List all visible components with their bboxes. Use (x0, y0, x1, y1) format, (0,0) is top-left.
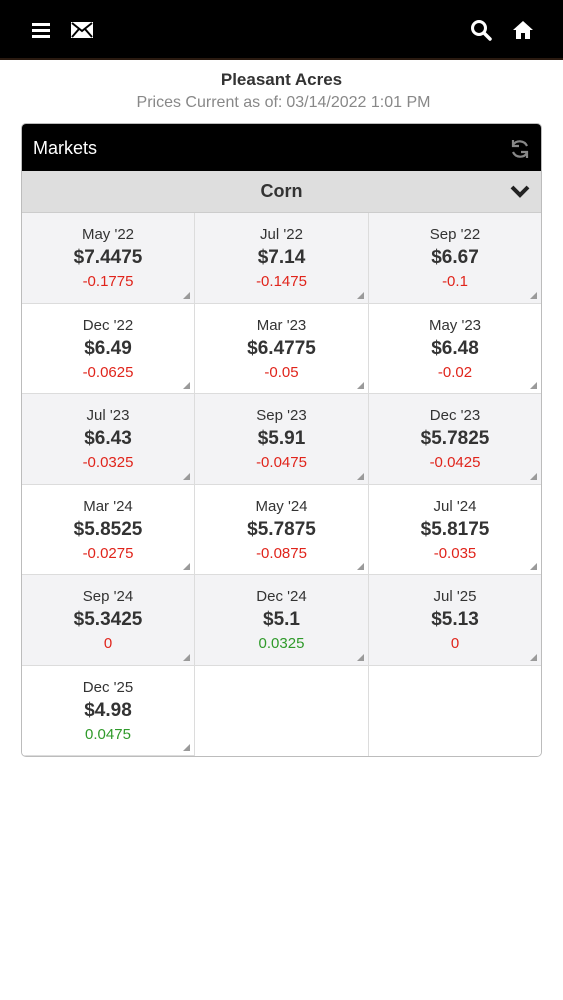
contract-cell[interactable]: Jul '24 $5.8175 -0.035 (369, 484, 541, 575)
contract-cell[interactable]: May '24 $5.7875 -0.0875 (195, 484, 369, 575)
prices-timestamp: Prices Current as of: 03/14/2022 1:01 PM (0, 94, 563, 112)
location-name: Pleasant Acres (220, 70, 343, 89)
contract-cell[interactable]: Sep '22 $6.67 -0.1 (369, 213, 541, 304)
contract-cell[interactable]: May '23 $6.48 -0.02 (369, 303, 541, 394)
contract-cell[interactable]: Dec '23 $5.7825 -0.0425 (369, 394, 541, 485)
contract-change: -0.02 (437, 363, 473, 381)
contract-month: Dec '22 (82, 316, 134, 334)
contract-price: $7.14 (257, 247, 306, 268)
contract-month: Dec '24 (256, 588, 307, 605)
expand-corner-icon (183, 291, 190, 299)
expand-corner-icon (530, 291, 537, 299)
expand-corner-icon (530, 563, 537, 570)
mail-icon[interactable] (66, 14, 98, 46)
expand-corner-icon (530, 653, 537, 661)
contract-month: May '24 (255, 497, 308, 515)
contract-cell[interactable]: Dec '24 $5.1 0.0325 (195, 575, 369, 666)
contract-month: Jul '23 (86, 407, 130, 424)
expand-corner-icon (183, 563, 190, 570)
contract-change: -0.0425 (429, 454, 481, 471)
markets-panel: Markets Corn May '22 $7.4475 -0.1775 Jul '2… (21, 123, 542, 757)
contract-cell[interactable]: Dec '25 $4.98 0.0475 (22, 665, 195, 756)
contract-cell[interactable]: Jul '22 $7.14 -0.1475 (195, 213, 369, 304)
top-navigation-bar (0, 0, 563, 60)
contract-month: May '22 (81, 226, 135, 243)
contract-price: $6.4775 (247, 337, 316, 359)
markets-header: Markets (22, 124, 541, 171)
expand-corner-icon (357, 291, 364, 299)
expand-corner-icon (530, 382, 537, 389)
refresh-icon[interactable] (509, 138, 531, 160)
contract-change: 0.0475 (85, 725, 131, 743)
expand-corner-icon (183, 744, 190, 751)
contract-month: Mar '23 (256, 316, 307, 334)
expand-corner-icon (357, 653, 364, 661)
contract-cell[interactable]: Jul '23 $6.43 -0.0325 (22, 394, 195, 485)
expand-corner-icon (530, 472, 537, 480)
prices-label: Prices Current as of: (136, 94, 283, 111)
contract-cell[interactable]: Sep '23 $5.91 -0.0475 (195, 394, 369, 485)
expand-corner-icon (183, 653, 190, 661)
expand-corner-icon (183, 472, 190, 480)
contract-cell[interactable]: Jul '25 $5.13 0 (369, 575, 541, 666)
contract-change: -0.1475 (256, 273, 307, 290)
contract-price: $6.67 (431, 247, 479, 268)
contract-change: 0 (450, 635, 460, 652)
contract-price: $5.91 (257, 428, 306, 449)
chevron-down-icon[interactable] (509, 183, 531, 201)
empty-cell (369, 665, 541, 756)
contract-price: $4.98 (84, 699, 132, 721)
commodity-selector[interactable]: Corn (22, 171, 541, 213)
contract-month: Jul '22 (260, 226, 303, 243)
contract-change: -0.0475 (256, 454, 307, 471)
contract-change: -0.0875 (256, 544, 307, 562)
home-icon[interactable] (507, 14, 539, 46)
contract-month: Jul '25 (433, 588, 477, 605)
contract-change: -0.0275 (82, 544, 134, 562)
contract-cell[interactable]: Sep '24 $5.3425 0 (22, 575, 195, 666)
prices-time: 03/14/2022 1:01 PM (286, 94, 431, 111)
contract-month: May '23 (428, 316, 482, 334)
menu-icon[interactable] (25, 14, 57, 46)
contract-month: Dec '25 (82, 678, 134, 696)
contract-cell[interactable]: Mar '23 $6.4775 -0.05 (195, 303, 369, 394)
contract-price: $5.8525 (73, 518, 143, 540)
contract-month: Sep '24 (82, 588, 134, 605)
contract-month: Dec '23 (429, 407, 481, 424)
contract-price: $6.48 (431, 337, 479, 359)
contract-change: 0.0325 (258, 635, 305, 652)
contract-price: $6.49 (84, 337, 132, 359)
contract-price: $5.3425 (73, 609, 143, 630)
contract-cell[interactable]: Mar '24 $5.8525 -0.0275 (22, 484, 195, 575)
contract-price: $5.1 (263, 609, 300, 630)
contract-month: Mar '24 (83, 497, 133, 515)
contract-price: $5.13 (431, 609, 479, 630)
contract-change: -0.1 (442, 273, 468, 290)
contract-month: Jul '24 (433, 497, 477, 515)
empty-cell (195, 665, 369, 756)
commodity-name: Corn (260, 181, 303, 201)
contract-change: -0.1775 (82, 273, 134, 290)
contract-cell[interactable]: May '22 $7.4475 -0.1775 (22, 213, 195, 304)
expand-corner-icon (357, 382, 364, 389)
contract-price: $7.4475 (73, 247, 143, 268)
contract-price: $5.8175 (420, 518, 490, 540)
contract-cell[interactable]: Dec '22 $6.49 -0.0625 (22, 303, 195, 394)
search-icon[interactable] (465, 14, 497, 46)
contract-change: -0.0325 (82, 454, 134, 471)
expand-corner-icon (357, 563, 364, 570)
expand-corner-icon (183, 382, 190, 389)
contracts-grid: May '22 $7.4475 -0.1775 Jul '22 $7.14 -0.1475… (22, 213, 541, 756)
contract-change: 0 (103, 635, 113, 652)
contract-price: $6.43 (84, 428, 132, 449)
markets-title: Markets (33, 138, 98, 158)
contract-month: Sep '22 (429, 226, 481, 243)
contract-change: -0.035 (433, 544, 477, 562)
contract-change: -0.05 (264, 363, 299, 381)
contract-month: Sep '23 (256, 407, 307, 424)
contract-change: -0.0625 (82, 363, 134, 381)
contract-price: $5.7825 (420, 428, 490, 449)
expand-corner-icon (357, 472, 364, 480)
contract-price: $5.7875 (247, 518, 316, 540)
